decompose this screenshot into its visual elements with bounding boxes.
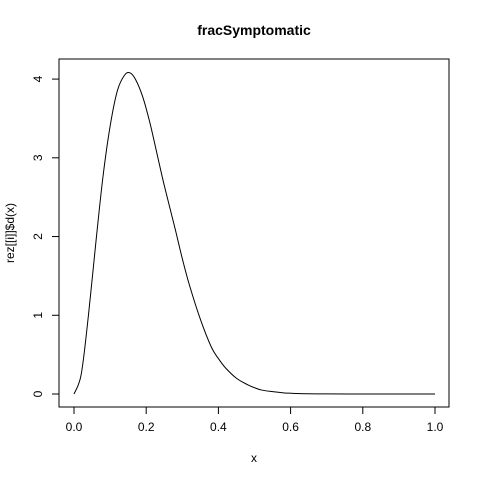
x-axis-label: x <box>251 451 257 465</box>
y-tick-label: 4 <box>31 75 45 82</box>
y-axis: 0 1 2 3 4 <box>31 75 60 397</box>
x-tick-label: 0.8 <box>354 420 371 434</box>
y-tick-label: 2 <box>31 233 45 240</box>
x-tick-label: 0.0 <box>66 420 83 434</box>
y-tick-label: 1 <box>31 312 45 319</box>
series-layer <box>73 71 435 395</box>
x-tick-label: 0.6 <box>282 420 299 434</box>
chart-title: fracSymptomatic <box>197 22 311 38</box>
x-tick-label: 0.2 <box>138 420 155 434</box>
x-tick-label: 1.0 <box>427 420 444 434</box>
y-axis-label: rez[[i]]$d(x) <box>3 203 17 263</box>
density-curve <box>73 71 435 395</box>
x-axis: 0.0 0.2 0.4 0.6 0.8 1.0 <box>66 406 444 434</box>
x-tick-label: 0.4 <box>210 420 227 434</box>
y-tick-label: 0 <box>31 390 45 397</box>
y-tick-label: 3 <box>31 154 45 161</box>
